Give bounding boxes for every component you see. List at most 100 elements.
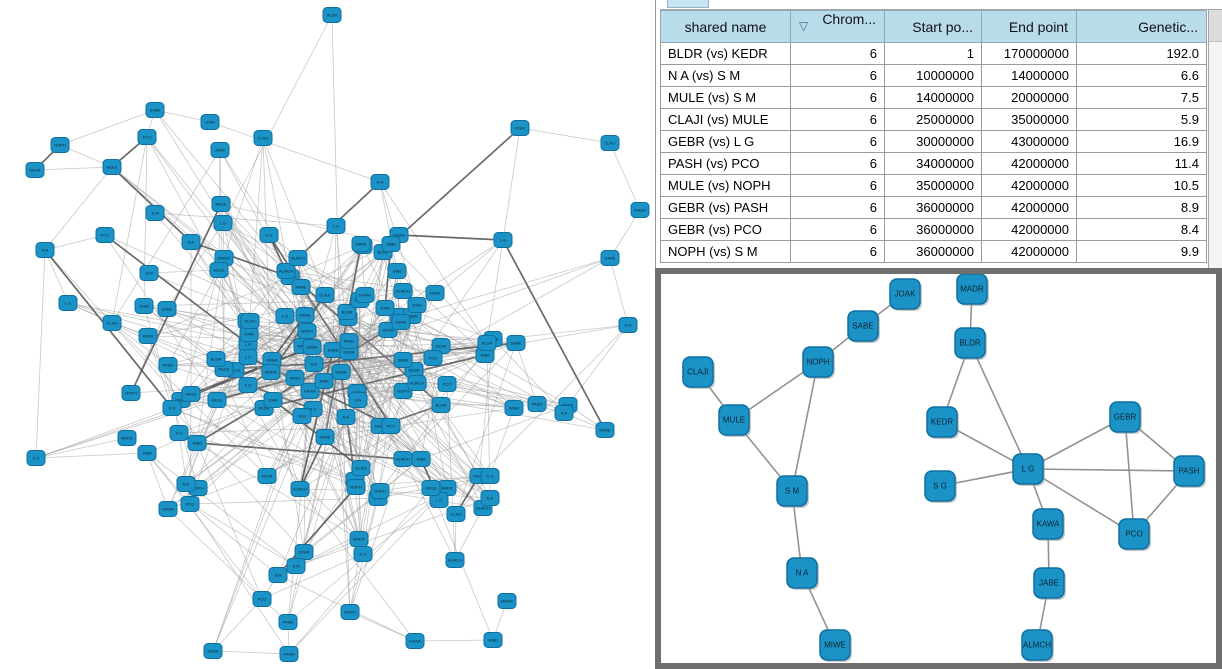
network-node-109[interactable]: MIWE <box>351 236 371 252</box>
network-edge[interactable] <box>190 241 248 322</box>
network-edge[interactable] <box>324 436 432 489</box>
network-edge[interactable] <box>34 166 113 171</box>
cell-shared-name[interactable]: MULE (vs) NOPH <box>660 174 791 197</box>
network-node-103[interactable]: GEBR <box>294 544 314 560</box>
cell-value[interactable]: 9.9 <box>1076 240 1207 263</box>
network-node-140[interactable]: MADR <box>261 364 281 380</box>
cell-shared-name[interactable]: NOPH (vs) S M <box>660 240 791 263</box>
network-edge[interactable] <box>323 380 606 431</box>
network-edge[interactable] <box>402 390 491 477</box>
cell-value[interactable]: 6 <box>790 240 885 263</box>
main-network-panel[interactable]: BLDR KEDR MULE NOPH SABE JOAK CLAJI MADR GEBR PAS… <box>0 0 655 669</box>
network-node-13[interactable]: ALMCH <box>445 552 465 568</box>
subnetwork-node-SG[interactable]: S G <box>924 470 957 503</box>
network-node-28[interactable]: PASH <box>504 400 524 416</box>
network-node-105[interactable]: PCO <box>137 129 157 145</box>
network-edge[interactable] <box>154 212 337 227</box>
column-header-3[interactable]: End point <box>981 10 1077 43</box>
subnetwork-node-NA[interactable]: N A <box>786 557 819 590</box>
network-edge[interactable] <box>247 343 315 365</box>
network-edge[interactable] <box>223 257 304 347</box>
network-edge[interactable] <box>35 249 46 459</box>
panel-tab-stub[interactable] <box>667 0 709 8</box>
network-edge[interactable] <box>402 342 517 460</box>
network-edge[interactable] <box>299 488 416 642</box>
network-edge[interactable] <box>306 245 364 332</box>
network-node-64[interactable]: MADR <box>214 250 234 266</box>
network-edge[interactable] <box>35 452 148 459</box>
network-node-142[interactable]: PASH <box>339 333 359 349</box>
network-edge[interactable] <box>196 346 313 444</box>
network-edge[interactable] <box>440 324 629 347</box>
network-node-104[interactable]: PASH <box>158 357 178 373</box>
network-edge[interactable] <box>413 239 504 371</box>
network-edge[interactable] <box>270 371 432 489</box>
network-edge[interactable] <box>209 121 381 183</box>
network-node-37[interactable]: S G <box>259 227 279 243</box>
network-edge[interactable] <box>313 363 364 555</box>
network-edge[interactable] <box>166 222 224 310</box>
network-edge[interactable] <box>398 234 504 241</box>
network-edge[interactable] <box>154 212 296 379</box>
cell-value[interactable]: 170000000 <box>981 42 1077 65</box>
network-node-150[interactable]: L G <box>493 232 513 248</box>
network-node-132[interactable]: S G <box>480 468 500 484</box>
cell-value[interactable]: 8.9 <box>1076 196 1207 219</box>
network-edge[interactable] <box>190 346 313 395</box>
network-node-98[interactable]: NOPH <box>340 604 360 620</box>
network-node-137[interactable]: SABE <box>157 301 177 317</box>
network-edge[interactable] <box>178 432 356 481</box>
network-node-31[interactable]: JABE <box>387 263 407 279</box>
network-node-40[interactable]: MULE <box>211 196 231 212</box>
network-node-133[interactable]: BLDR <box>206 351 226 367</box>
network-edge[interactable] <box>455 342 517 515</box>
network-node-107[interactable]: JABE <box>137 445 157 461</box>
network-node-139[interactable]: CLAJI <box>351 460 371 476</box>
network-edge[interactable] <box>261 553 364 600</box>
network-edge[interactable] <box>358 425 381 540</box>
cell-value[interactable]: 36000000 <box>884 240 982 263</box>
network-node-108[interactable]: ALMCH <box>393 283 413 299</box>
cell-value[interactable]: 10.5 <box>1076 174 1207 197</box>
network-node-46[interactable]: GEBR <box>331 364 351 380</box>
network-edge[interactable] <box>348 340 515 409</box>
subnetwork-node-CLAJI[interactable]: CLAJI <box>682 356 715 389</box>
network-edge[interactable] <box>387 270 398 331</box>
network-edge[interactable] <box>356 243 392 393</box>
network-node-24[interactable]: JOAK <box>210 142 230 158</box>
network-edge[interactable] <box>323 380 364 555</box>
network-node-102[interactable]: MADR <box>497 593 517 609</box>
subnetwork-node-KEDR[interactable]: KEDR <box>926 406 959 439</box>
network-edge[interactable] <box>299 436 326 490</box>
cell-value[interactable]: 10000000 <box>884 64 982 87</box>
network-edge[interactable] <box>104 234 286 317</box>
network-edge[interactable] <box>167 269 220 366</box>
network-edge[interactable] <box>111 136 148 324</box>
filter-icon[interactable]: ▽ <box>799 19 809 33</box>
cell-value[interactable]: 42000000 <box>981 240 1077 263</box>
network-node-8[interactable]: GEBR <box>203 643 223 659</box>
subnetwork-node-MIWE[interactable]: MIWE <box>819 629 852 662</box>
network-node-55[interactable]: L G <box>213 215 233 231</box>
network-node-22[interactable]: NOPH <box>121 385 141 401</box>
cell-shared-name[interactable]: GEBR (vs) PCO <box>660 218 791 241</box>
network-edge[interactable] <box>432 324 629 359</box>
cell-shared-name[interactable]: PASH (vs) PCO <box>660 152 791 175</box>
network-node-127[interactable]: ALMCH <box>407 375 427 391</box>
network-node-111[interactable]: N A <box>181 234 201 250</box>
network-edge[interactable] <box>111 322 169 366</box>
table-row[interactable]: GEBR (vs) L G 6 30000000 43000000 16.9 <box>660 130 1207 153</box>
network-node-136[interactable]: NOPH <box>346 479 366 495</box>
network-node-68[interactable]: KAWA <box>158 501 178 517</box>
table-row[interactable]: PASH (vs) PCO 6 34000000 42000000 11.4 <box>660 152 1207 175</box>
network-node-11[interactable]: KAWA <box>405 633 425 649</box>
network-edge[interactable] <box>59 109 156 146</box>
network-edge[interactable] <box>446 383 515 409</box>
cell-value[interactable]: 42000000 <box>981 196 1077 219</box>
network-node-42[interactable]: SABE <box>506 335 526 351</box>
network-edge[interactable] <box>148 269 220 274</box>
network-node-44[interactable]: CLAJI <box>240 313 260 329</box>
network-edge[interactable] <box>489 407 515 477</box>
network-edge[interactable] <box>347 317 422 460</box>
cell-shared-name[interactable]: BLDR (vs) KEDR <box>660 42 791 65</box>
